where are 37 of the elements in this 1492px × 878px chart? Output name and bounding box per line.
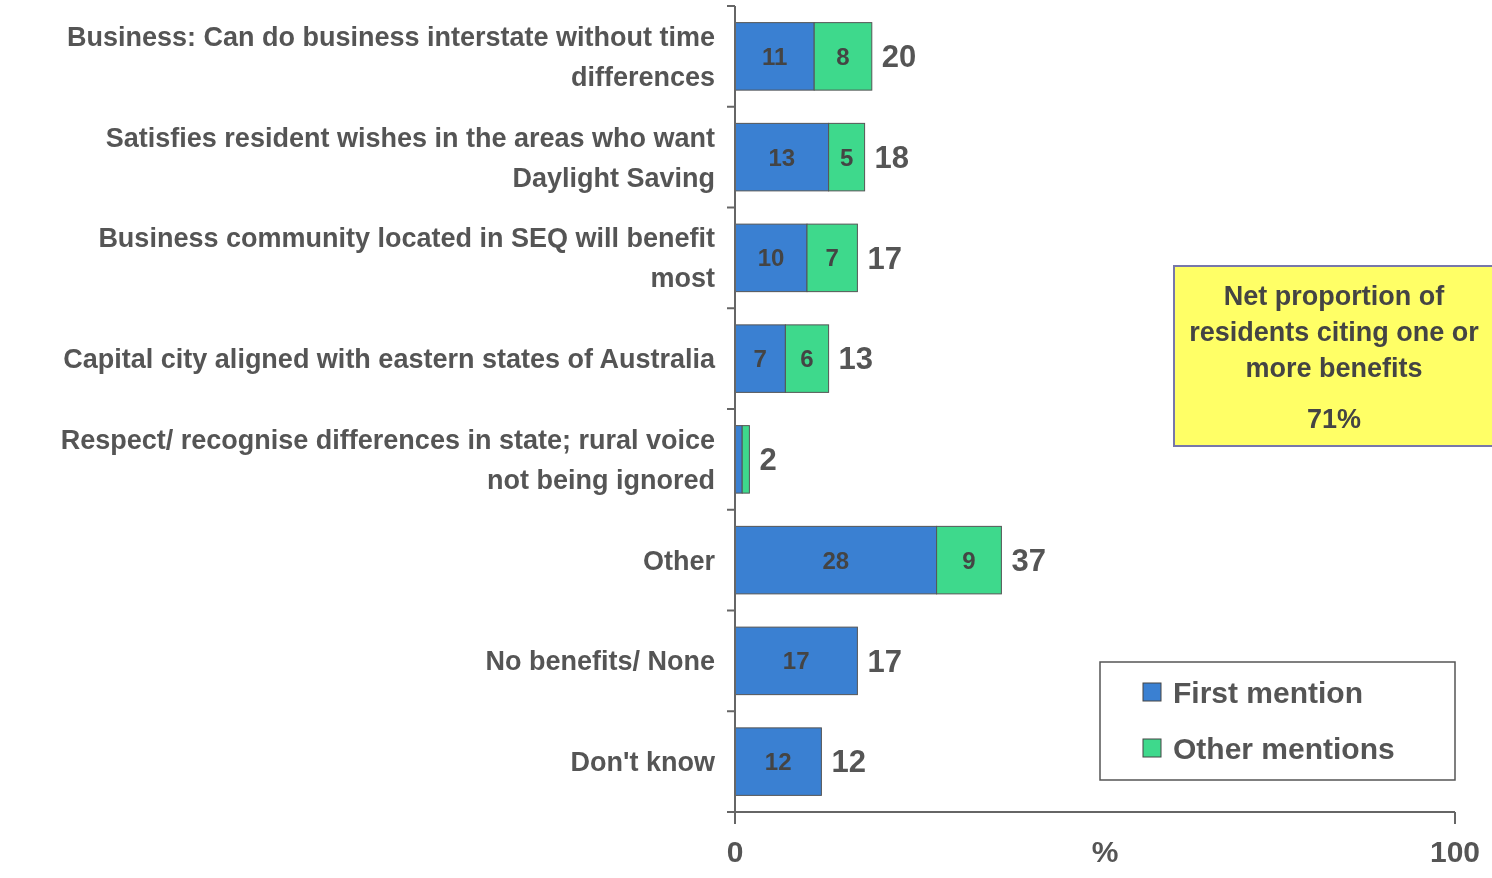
data-label: 7 [753,345,767,373]
data-label: 11 [761,42,788,70]
y-tick-label: Don't know [570,747,716,778]
data-label: 5 [839,143,854,171]
annotation: 71% [1306,404,1362,435]
x-axis-title: % [1091,835,1119,868]
data-label: 10 [757,244,785,272]
total-label: 20 [881,39,917,75]
data-label: 6 [800,345,814,373]
y-tick-label: Capital city aligned with eastern states of Australia [63,344,716,375]
total-label: 17 [867,643,902,679]
y-tick-label: Respect/ recognise differences in state; rural voice not being ignored [60,424,715,495]
total-label: 37 [1011,542,1046,578]
legend-label: First mention [1173,675,1364,709]
data-label: 12 [764,748,792,776]
bar [734,727,822,796]
data-label: 13 [768,143,796,171]
y-tick-label: Other [642,545,716,576]
total-label: 12 [831,744,866,780]
total-label: 13 [838,341,874,377]
y-tick-label: Business: Can do business interstate without time differences [66,21,715,92]
total-label: 2 [759,442,777,478]
data-label: 7 [825,244,839,272]
y-tick-label: No benefits/ None [485,646,715,677]
legend-label: Other mentions [1173,731,1395,765]
y-tick-label: Business community located in SEQ will benefit most [98,223,716,294]
data-label: 28 [822,546,850,574]
total-label: 17 [867,240,902,276]
total-label: 18 [874,139,910,175]
x-tick-label: 0 [726,835,744,868]
annotation: Net proportion of residents citing one or more benefits [1189,281,1480,384]
data-label: 17 [782,647,810,675]
data-label: 8 [836,42,850,70]
x-tick-label: 100 [1429,835,1481,868]
bar [734,626,858,696]
data-label: 9 [962,546,976,574]
y-tick-label: Satisfies resident wishes in the areas who want Daylight Saving [105,122,716,193]
